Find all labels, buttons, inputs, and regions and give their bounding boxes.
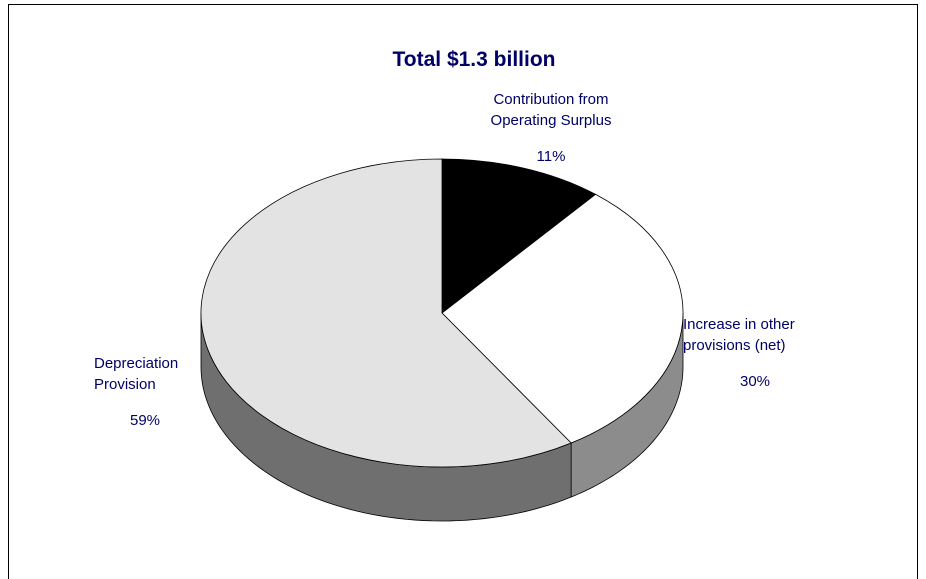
slice-top-1 [441,193,684,444]
slice-percent-increase: 30% [740,373,770,390]
slice-top-0 [441,158,597,314]
slice-label-increase-line2: provisions (net) [683,337,786,354]
slice-label-contribution-line2: Operating Surplus [491,112,612,129]
slice-top-2 [200,158,572,468]
pie-top-slices [200,158,684,468]
slice-label-contribution-line1: Contribution from [493,91,608,108]
slice-label-depreciation-line1: Depreciation [94,355,178,372]
slice-percent-contribution: 11% [537,148,566,165]
slice-label-depreciation-line2: Provision [94,376,156,393]
slice-percent-depreciation: 59% [130,412,160,429]
slice-label-increase-line1: Increase in other [683,316,795,333]
chart-title: Total $1.3 billion [393,48,556,71]
